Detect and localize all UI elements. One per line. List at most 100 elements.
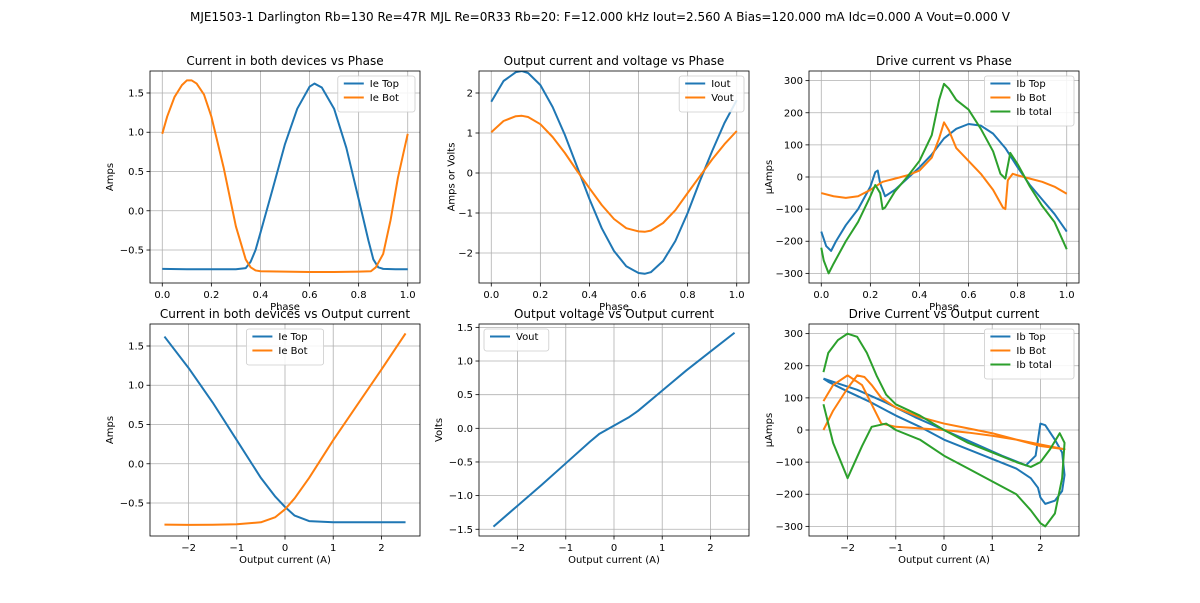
x-tick-label: −2 <box>840 543 855 554</box>
x-tick-label: 0.6 <box>302 290 318 301</box>
series-line-ib-total <box>822 332 1066 528</box>
x-tick-label: 1 <box>659 543 665 554</box>
x-tick-label: 0.0 <box>813 290 829 301</box>
series-group <box>163 332 407 526</box>
y-tick-label: 1.5 <box>128 341 144 352</box>
x-tick-label: 0 <box>282 543 288 554</box>
x-tick-label: 2 <box>378 543 384 554</box>
legend-label: Vout <box>516 332 539 343</box>
y-axis-label: Amps or Volts <box>446 143 457 212</box>
figure-suptitle: MJE1503-1 Darlington Rb=130 Re=47R MJL R… <box>190 10 1011 24</box>
legend-label: Ib Top <box>1016 332 1045 343</box>
x-tick-label: 1.0 <box>1059 290 1075 301</box>
y-tick-label: 0 <box>467 169 473 180</box>
y-tick-label: 0.0 <box>457 424 473 435</box>
legend-box <box>483 328 550 352</box>
y-tick-label: 0.5 <box>128 420 144 431</box>
legend-label: Vout <box>711 93 734 104</box>
legend-box <box>337 75 416 113</box>
y-tick-label: 0 <box>797 426 803 437</box>
x-tick-label: 1.0 <box>729 290 745 301</box>
legend-box <box>678 75 745 113</box>
legend-label: Iout <box>711 79 730 90</box>
legend-box <box>984 328 1075 380</box>
y-tick-label: 0.5 <box>128 167 144 178</box>
series-line-vout <box>490 114 738 233</box>
x-tick-label: 0.8 <box>1010 290 1026 301</box>
legend: Ie Top Ie Bot <box>245 328 324 366</box>
x-axis-label: Phase <box>929 302 959 313</box>
chart-title: Current in both devices vs Output curren… <box>160 307 410 321</box>
x-tick-label: 0.8 <box>351 290 367 301</box>
chart-panel-p5: −2 −1 0 1 2 −1.5 −1.0 −0.5 0.0 0.5 1.0 1.5 Output vo… <box>434 307 750 566</box>
x-tick-label: 0.4 <box>582 290 598 301</box>
y-tick-label: −0.5 <box>449 457 473 468</box>
x-tick-label: −1 <box>558 543 573 554</box>
y-tick-label: −200 <box>776 237 803 248</box>
series-group <box>492 331 736 528</box>
x-tick-label: 0.6 <box>961 290 977 301</box>
series-line-ie-top <box>162 82 408 271</box>
legend-box <box>245 328 324 366</box>
chart-panel-p1: 0.0 0.2 0.4 0.6 0.8 1.0 −0.5 0.0 0.5 1.0 1.5 Curren… <box>105 54 421 313</box>
x-tick-label: −1 <box>888 543 903 554</box>
chart-panel-p6: −2 −1 0 1 2 −300 −200 −100 0 100 200 300 Drive Curre… <box>764 307 1080 566</box>
y-tick-label: 0.0 <box>128 459 144 470</box>
chart-panel-p4: −2 −1 0 1 2 −0.5 0.0 0.5 1.0 1.5 Current in both d… <box>105 307 421 566</box>
x-tick-label: 0.2 <box>862 290 878 301</box>
legend-label: Ie Bot <box>370 93 399 104</box>
chart-title: Current in both devices vs Phase <box>186 54 383 68</box>
y-tick-label: 300 <box>784 76 803 87</box>
y-axis-label: Amps <box>105 416 116 444</box>
x-tick-label: 2 <box>707 543 713 554</box>
y-axis-label: μAmps <box>764 160 775 195</box>
y-tick-label: −200 <box>776 490 803 501</box>
legend-label: Ib total <box>1016 360 1051 371</box>
x-tick-label: 0 <box>611 543 617 554</box>
x-tick-label: 2 <box>1037 543 1043 554</box>
y-tick-label: −2 <box>458 249 473 260</box>
chart-panel-p3: 0.0 0.2 0.4 0.6 0.8 1.0 −300 −200 −100 0 100 200 300… <box>764 54 1080 313</box>
series-line-iout <box>490 71 738 275</box>
series-line-ie-bot <box>164 332 407 526</box>
legend: Ie Top Ie Bot <box>337 75 416 113</box>
legend: Ib Top Ib Bot Ib total <box>984 328 1075 380</box>
chart-panel-p2: 0.0 0.2 0.4 0.6 0.8 1.0 −2 −1 0 1 2 Output current … <box>446 54 750 313</box>
chart-title: Output current and voltage vs Phase <box>504 54 725 68</box>
chart-title: Output voltage vs Output current <box>514 307 714 321</box>
y-tick-label: 0.0 <box>128 206 144 217</box>
y-tick-label: 100 <box>784 140 803 151</box>
legend: Iout Vout <box>678 75 745 113</box>
x-tick-label: 0.4 <box>253 290 269 301</box>
y-tick-label: 200 <box>784 361 803 372</box>
x-tick-label: 0.6 <box>631 290 647 301</box>
series-group <box>820 82 1068 275</box>
legend: Vout <box>483 328 550 352</box>
y-axis-label: μAmps <box>764 413 775 448</box>
chart-title: Drive Current vs Output current <box>849 307 1040 321</box>
y-tick-label: 1.0 <box>128 381 144 392</box>
y-tick-label: −1.0 <box>449 491 473 502</box>
series-group <box>161 79 409 274</box>
y-tick-label: 0 <box>797 173 803 184</box>
x-axis-label: Output current (A) <box>239 555 331 566</box>
legend-box <box>984 75 1075 127</box>
y-axis-label: Amps <box>105 163 116 191</box>
series-group <box>822 332 1066 528</box>
series-line-ib-bot <box>821 121 1068 211</box>
y-tick-label: −300 <box>776 522 803 533</box>
series-group <box>490 71 738 275</box>
x-tick-label: 0.0 <box>154 290 170 301</box>
legend-label: Ie Top <box>370 79 399 90</box>
x-axis-label: Output current (A) <box>898 555 990 566</box>
x-tick-label: 0 <box>941 543 947 554</box>
chart-title: Drive current vs Phase <box>876 54 1012 68</box>
x-tick-label: 1 <box>330 543 336 554</box>
y-tick-label: 2 <box>467 89 473 100</box>
y-tick-label: 1.5 <box>457 323 473 334</box>
legend-label: Ie Bot <box>278 346 307 357</box>
x-tick-label: 0.4 <box>912 290 928 301</box>
x-tick-label: −2 <box>510 543 525 554</box>
